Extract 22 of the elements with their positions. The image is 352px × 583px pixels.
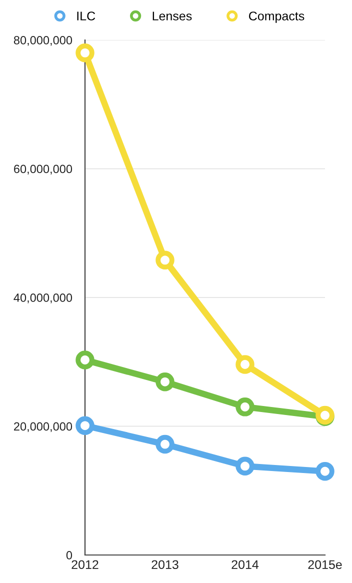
point	[156, 434, 174, 454]
point	[76, 350, 94, 370]
x-tick-label: 2014	[232, 560, 259, 570]
point	[316, 462, 334, 481]
x-tick-label: 2012	[72, 560, 98, 570]
y-tick-label: 80,000,000	[14, 36, 72, 46]
point	[236, 456, 254, 476]
point	[236, 398, 254, 416]
point	[156, 372, 174, 392]
y-tick-label: 60,000,000	[14, 164, 72, 175]
point	[236, 355, 254, 374]
legend-label: ILC	[77, 12, 96, 20]
y-tick-label: 20,000,000	[14, 422, 72, 432]
legend-label: Compacts	[249, 12, 304, 23]
x-tick-label: 2015e	[308, 560, 342, 570]
legend-label: Lenses	[152, 12, 192, 20]
x-tick-label: 2013	[152, 560, 178, 570]
point	[76, 416, 94, 435]
y-tick-label: 40,000,000	[14, 294, 72, 304]
point	[156, 250, 174, 270]
point	[76, 44, 94, 62]
y-tick-label: 0	[66, 551, 72, 560]
